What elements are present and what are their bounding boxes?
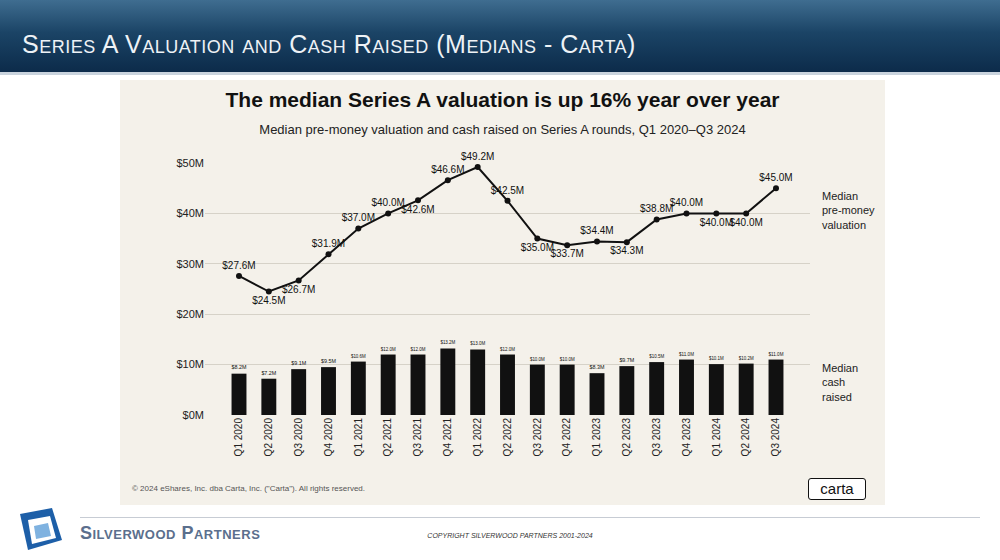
svg-text:Q2 2024: Q2 2024 [740, 418, 751, 457]
svg-text:Q3 2021: Q3 2021 [412, 418, 423, 457]
svg-text:$40.0M: $40.0M [729, 217, 762, 228]
svg-text:Q1 2024: Q1 2024 [711, 418, 722, 457]
svg-text:$10.6M: $10.6M [351, 354, 366, 359]
svg-text:Q3 2020: Q3 2020 [293, 418, 304, 457]
svg-text:$31.9M: $31.9M [312, 238, 345, 249]
svg-text:$10.0M: $10.0M [560, 357, 575, 362]
html-text:Series A Valuation and Cash Ra: Series A Valuation and Cash Raised (Medi… [22, 30, 636, 58]
svg-text:$40.0M: $40.0M [670, 197, 703, 208]
svg-text:Q3 2024: Q3 2024 [770, 418, 781, 457]
svg-text:$12.0M: $12.0M [500, 347, 515, 352]
svg-text:$12.0M: $12.0M [411, 347, 426, 352]
svg-text:$30M: $30M [176, 258, 204, 270]
svg-text:$40M: $40M [176, 207, 204, 219]
svg-text:Medianpre-moneyvaluation: Medianpre-moneyvaluation [822, 190, 875, 231]
svg-text:$13.2M: $13.2M [440, 340, 455, 345]
svg-text:Q4 2023: Q4 2023 [681, 418, 692, 457]
svg-text:$46.6M: $46.6M [431, 164, 464, 175]
svg-text:Q3 2023: Q3 2023 [651, 418, 662, 457]
svg-text:$8.2M: $8.2M [232, 364, 247, 370]
svg-text:Q1 2021: Q1 2021 [353, 418, 364, 457]
svg-text:$42.6M: $42.6M [401, 204, 434, 215]
svg-text:$26.7M: $26.7M [282, 284, 315, 295]
svg-text:$27.6M: $27.6M [222, 260, 255, 271]
svg-text:$0M: $0M [183, 409, 204, 421]
svg-text:Q2 2021: Q2 2021 [382, 418, 393, 457]
svg-text:$33.7M: $33.7M [550, 248, 583, 259]
html-text:COPYRIGHT SILVERWOOD PARTNERS: COPYRIGHT SILVERWOOD PARTNERS 2001-2024 [427, 532, 593, 539]
svg-text:$40.0M: $40.0M [700, 217, 733, 228]
svg-text:Q4 2022: Q4 2022 [561, 418, 572, 457]
svg-text:$24.5M: $24.5M [252, 295, 285, 306]
html-text:The median Series A valuation: The median Series A valuation is up 16% … [225, 88, 780, 111]
svg-text:Q4 2021: Q4 2021 [442, 418, 453, 457]
svg-text:$10.5M: $10.5M [649, 354, 664, 359]
svg-text:$34.3M: $34.3M [610, 245, 643, 256]
svg-text:$13.0M: $13.0M [470, 341, 485, 346]
svg-text:$42.5M: $42.5M [491, 185, 524, 196]
html-text:Median pre-money valuation and: Median pre-money valuation and cash rais… [259, 122, 746, 137]
svg-text:$7.2M: $7.2M [261, 370, 276, 376]
svg-text:$11.0M: $11.0M [769, 352, 784, 357]
svg-text:$10.1M: $10.1M [709, 356, 724, 361]
svg-text:$49.2M: $49.2M [461, 151, 494, 162]
svg-text:$40.0M: $40.0M [371, 197, 404, 208]
svg-text:$12.0M: $12.0M [381, 347, 396, 352]
svg-text:$45.0M: $45.0M [759, 172, 792, 183]
svg-text:$8.3M: $8.3M [590, 364, 605, 370]
html-text:Silverwood Partners: Silverwood Partners [80, 523, 261, 543]
svg-text:Q2 2023: Q2 2023 [621, 418, 632, 457]
svg-text:$38.8M: $38.8M [640, 203, 673, 214]
svg-text:Q1 2023: Q1 2023 [591, 418, 602, 457]
svg-text:$9.5M: $9.5M [321, 358, 336, 364]
svg-text:$10.0M: $10.0M [530, 357, 545, 362]
svg-text:$9.1M: $9.1M [291, 360, 306, 366]
svg-text:$10M: $10M [176, 358, 204, 370]
html-text:© 2024 eShares, Inc. dba Carta: © 2024 eShares, Inc. dba Carta, Inc. ("C… [132, 484, 365, 493]
html-text:carta: carta [820, 480, 854, 497]
svg-text:Q2 2022: Q2 2022 [502, 418, 513, 457]
svg-text:Q3 2022: Q3 2022 [532, 418, 543, 457]
svg-text:$34.4M: $34.4M [580, 225, 613, 236]
svg-text:Mediancashraised: Mediancashraised [822, 362, 858, 403]
svg-text:$9.7M: $9.7M [619, 357, 634, 363]
svg-text:$20M: $20M [176, 308, 204, 320]
svg-text:$11.0M: $11.0M [679, 352, 694, 357]
svg-text:Q4 2020: Q4 2020 [323, 418, 334, 457]
svg-text:$35.0M: $35.0M [521, 242, 554, 253]
svg-text:$10.2M: $10.2M [739, 356, 754, 361]
svg-text:Q1 2020: Q1 2020 [233, 418, 244, 457]
svg-text:Q1 2022: Q1 2022 [472, 418, 483, 457]
svg-text:Q2 2020: Q2 2020 [263, 418, 274, 457]
svg-text:$50M: $50M [176, 157, 204, 169]
svg-text:$37.0M: $37.0M [342, 212, 375, 223]
